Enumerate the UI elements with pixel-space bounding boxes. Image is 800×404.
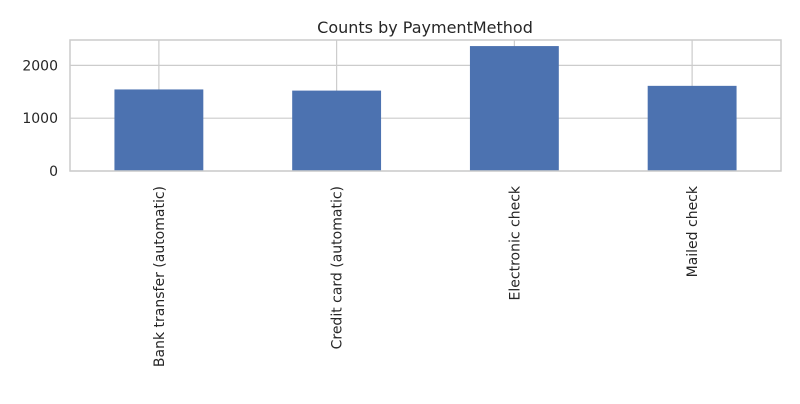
y-tick-label: 1000 [22,111,58,127]
bar [292,90,382,171]
plot-frame [69,39,782,172]
x-tick-labels: Bank transfer (automatic) Credit card (au… [152,185,701,367]
bar [647,85,737,171]
x-tick-label: Electronic check [507,185,523,300]
axes-frame [69,39,782,172]
y-tick-labels: 0 1000 2000 [22,58,58,180]
x-tick-label: Credit card (automatic) [330,186,346,349]
x-tick-label: Bank transfer (automatic) [152,186,168,367]
bar [114,89,204,171]
bar [469,46,559,171]
x-tick-label: Mailed check [685,185,701,277]
chart-title: Counts by PaymentMethod [317,18,533,37]
bars [114,46,737,171]
y-tick-label: 0 [49,164,58,180]
y-tick-label: 2000 [22,58,58,74]
